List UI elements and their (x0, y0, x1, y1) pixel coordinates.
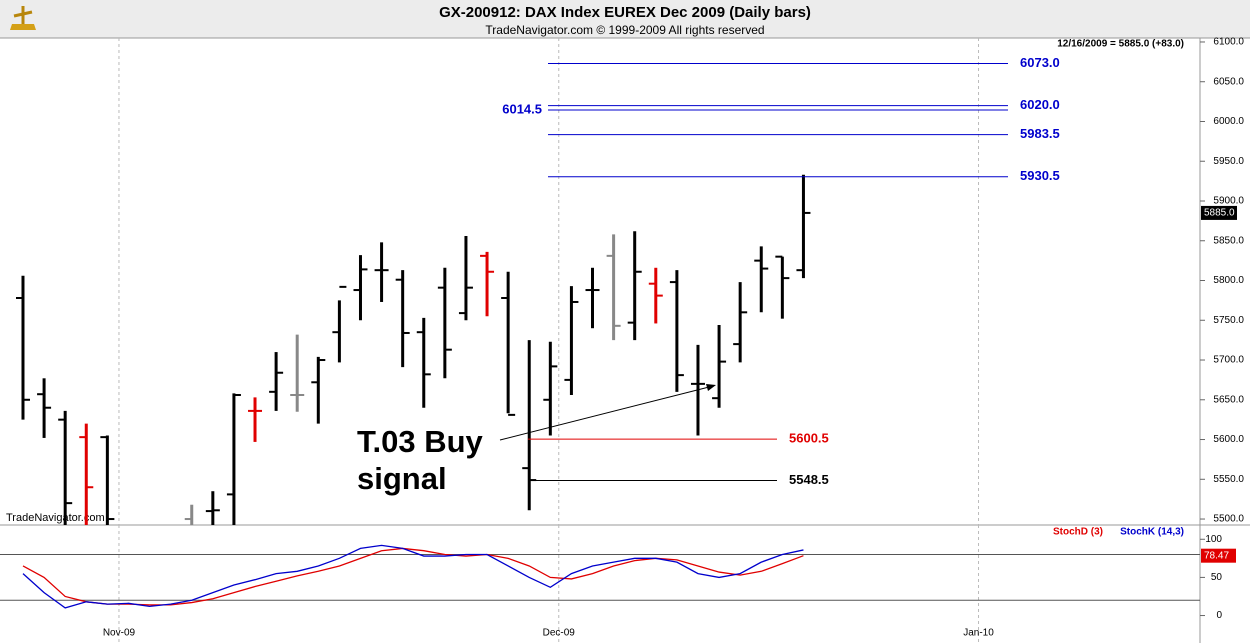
signal-level-label: 5600.5 (789, 431, 829, 446)
y-tick-label: 0 (1216, 610, 1222, 621)
value-box (1201, 548, 1236, 563)
arrow-head (706, 384, 716, 391)
y-tick-label: 5500.0 (1213, 514, 1244, 525)
y-tick-label: 5550.0 (1213, 474, 1244, 485)
y-tick-label: 5850.0 (1213, 235, 1244, 246)
y-tick-label: 5800.0 (1213, 275, 1244, 286)
chart-subtitle: TradeNavigator.com © 1999-2009 All right… (485, 23, 764, 37)
logo (10, 6, 36, 30)
stoch-line (22, 547, 804, 606)
y-tick-label: 5700.0 (1213, 355, 1244, 366)
y-tick-label: 5600.0 (1213, 434, 1244, 445)
level-label: 6014.5 (502, 101, 542, 116)
level-label: 5930.5 (1020, 168, 1060, 183)
price-box-label: 5885.0 (1204, 208, 1235, 219)
x-tick-label: Dec-09 (543, 628, 576, 639)
y-tick-label: 6100.0 (1213, 37, 1244, 48)
watermark: TradeNavigator.com (6, 512, 105, 524)
annotation: T.03 Buy (357, 424, 484, 459)
level-label: 6020.0 (1020, 97, 1060, 112)
header-bar (0, 0, 1250, 38)
chart-title: GX-200912: DAX Index EUREX Dec 2009 (Dai… (439, 4, 811, 21)
annotation-arrow (499, 385, 714, 441)
price-box (1201, 205, 1237, 220)
y-tick-label: 5950.0 (1213, 156, 1244, 167)
level-label: 5983.5 (1020, 126, 1060, 141)
x-tick-label: Nov-09 (103, 628, 136, 639)
quote: 12/16/2009 = 5885.0 (+83.0) (1057, 39, 1184, 50)
y-tick-label: 5750.0 (1213, 315, 1244, 326)
y-tick-label: 100 (1205, 534, 1222, 545)
y-tick-label: 50 (1211, 572, 1223, 583)
annotation: signal (357, 461, 447, 496)
price-panel (15, 174, 811, 525)
legend-entry: StochK (14,3) (1120, 527, 1184, 538)
level-label: 6073.0 (1020, 55, 1060, 70)
legend-entry: StochD (3) (1053, 527, 1103, 538)
y-tick-label: 5900.0 (1213, 196, 1244, 207)
y-tick-label: 5650.0 (1213, 394, 1244, 405)
y-tick-label: 6050.0 (1213, 76, 1244, 87)
y-tick-label: 6000.0 (1213, 116, 1244, 127)
value-label: 78.47 (1204, 550, 1229, 561)
x-tick-label: Jan-10 (963, 628, 994, 639)
signal-level-label: 5548.5 (789, 472, 829, 487)
stoch-line (22, 544, 804, 609)
